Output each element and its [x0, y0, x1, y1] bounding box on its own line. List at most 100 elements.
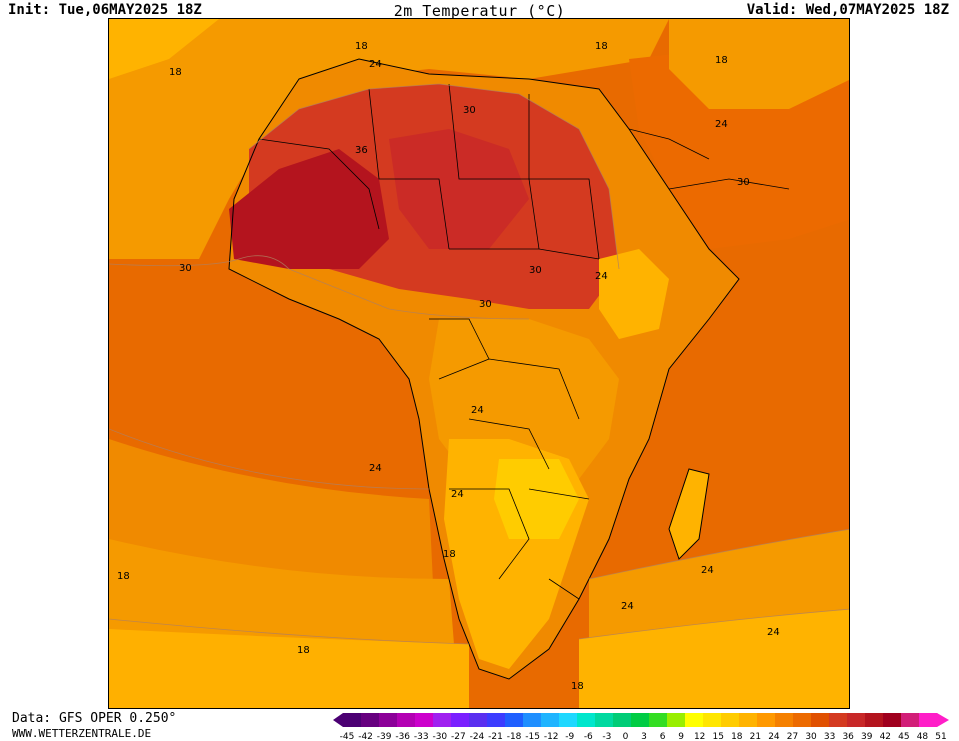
legend-tick-label: 48	[917, 732, 929, 741]
valid-time: Valid: Wed,07MAY2025 18Z	[746, 2, 949, 18]
ocean-se-band2	[579, 609, 849, 708]
legend-swatch	[757, 713, 776, 727]
legend-swatch	[541, 713, 560, 727]
contour-label: 24	[715, 119, 728, 130]
legend-tick-label: -12	[544, 732, 559, 741]
legend-swatch	[379, 713, 398, 727]
legend-swatch	[775, 713, 794, 727]
contour-labels: 18 24 18 18 18 30 36 30 24 30 24 30 30 2…	[117, 41, 780, 692]
legend-tick-label: 21	[750, 732, 761, 741]
contour-label: 24	[369, 59, 382, 70]
legend-tick-label: -21	[488, 732, 503, 741]
legend-tick-label: 15	[713, 732, 724, 741]
legend-swatch	[829, 713, 848, 727]
legend-tick-label: -24	[470, 732, 485, 741]
sahel-hotter	[229, 149, 389, 269]
legend-tick-label: -18	[507, 732, 522, 741]
contour-label: 24	[369, 463, 382, 474]
contour-label: 24	[701, 565, 714, 576]
legend-swatch	[361, 713, 380, 727]
legend-tick-label: -9	[565, 732, 574, 741]
contour-label: 24	[621, 601, 634, 612]
contour-label: 24	[767, 627, 780, 638]
contour-label: 36	[355, 145, 368, 156]
legend-tick-label: -3	[602, 732, 611, 741]
contour-label: 24	[471, 405, 484, 416]
legend-swatch	[559, 713, 578, 727]
legend-tick-label: 9	[678, 732, 684, 741]
legend-swatch	[667, 713, 686, 727]
temperature-map: 18 24 18 18 18 30 36 30 24 30 24 30 30 2…	[108, 18, 850, 709]
data-source: Data: GFS OPER 0.250°	[12, 711, 177, 726]
legend-swatch	[721, 713, 740, 727]
legend-swatch	[613, 713, 632, 727]
legend-tick-label: -42	[358, 732, 373, 741]
legend-swatch	[631, 713, 650, 727]
legend-swatch	[883, 713, 902, 727]
contour-label: 24	[595, 271, 608, 282]
contour-label: 30	[179, 263, 192, 274]
legend-swatch	[739, 713, 758, 727]
contour-label: 30	[529, 265, 542, 276]
contour-label: 30	[479, 299, 492, 310]
color-legend: -45 -42 -39 -36 -33 -30 -27 -24 -21 -18 -15 -12 -9 -6…	[333, 712, 959, 741]
legend-swatch	[577, 713, 596, 727]
contour-label: 18	[443, 549, 456, 560]
contour-label: 18	[297, 645, 310, 656]
legend-tick-label: -15	[525, 732, 540, 741]
legend-tick-label: 42	[880, 732, 891, 741]
legend-swatch	[433, 713, 452, 727]
legend-tick-label: 6	[660, 732, 666, 741]
legend-swatch	[487, 713, 506, 727]
legend-swatch	[811, 713, 830, 727]
legend-swatch	[595, 713, 614, 727]
legend-arrow-right	[937, 713, 949, 727]
chart-title: 2m Temperatur (°C)	[393, 2, 566, 20]
legend-tick-label: 24	[768, 732, 780, 741]
legend-tick-label: -33	[414, 732, 429, 741]
init-time: Init: Tue,06MAY2025 18Z	[8, 2, 202, 18]
legend-swatch	[343, 713, 362, 727]
legend-tick-label: 12	[694, 732, 705, 741]
ocean-sw-band3	[109, 629, 469, 708]
legend-tick-label: 39	[861, 732, 873, 741]
contour-label: 18	[169, 67, 182, 78]
legend-tick-label: -6	[584, 732, 593, 741]
contour-label: 18	[355, 41, 368, 52]
legend-swatch	[469, 713, 488, 727]
legend-tick-label: 0	[623, 732, 629, 741]
arabia-north-cool	[669, 19, 849, 109]
contour-label: 18	[595, 41, 608, 52]
legend-swatch	[865, 713, 884, 727]
legend-swatch	[847, 713, 866, 727]
legend-tick-label: -36	[395, 732, 410, 741]
legend-tick-label: 51	[935, 732, 946, 741]
legend-arrow-left	[333, 713, 343, 727]
kalahari-cooler	[494, 459, 579, 539]
legend-swatch	[649, 713, 668, 727]
legend-tick-label: 27	[787, 732, 798, 741]
contour-label: 18	[117, 571, 130, 582]
legend-tick-label: -39	[377, 732, 392, 741]
legend-swatch	[415, 713, 434, 727]
legend-swatch	[685, 713, 704, 727]
ocean-nw-cooler	[109, 19, 219, 79]
legend-swatch	[703, 713, 722, 727]
legend-tick-label: 30	[805, 732, 817, 741]
legend-tick-label: 36	[842, 732, 854, 741]
madagascar	[668, 468, 710, 560]
legend-tick-label: -27	[451, 732, 466, 741]
legend-swatch	[523, 713, 542, 727]
country-borders	[258, 83, 790, 600]
contour-label: 30	[463, 105, 476, 116]
legend-tick-label: 3	[641, 732, 647, 741]
legend-swatch	[793, 713, 812, 727]
legend-swatch	[397, 713, 416, 727]
legend-tick-label: -30	[432, 732, 447, 741]
contour-label: 24	[451, 489, 464, 500]
ethiopian-highlands	[599, 249, 669, 339]
legend-tick-label: 45	[898, 732, 909, 741]
legend-swatch	[901, 713, 920, 727]
legend-swatch	[451, 713, 470, 727]
contour-label: 18	[715, 55, 728, 66]
